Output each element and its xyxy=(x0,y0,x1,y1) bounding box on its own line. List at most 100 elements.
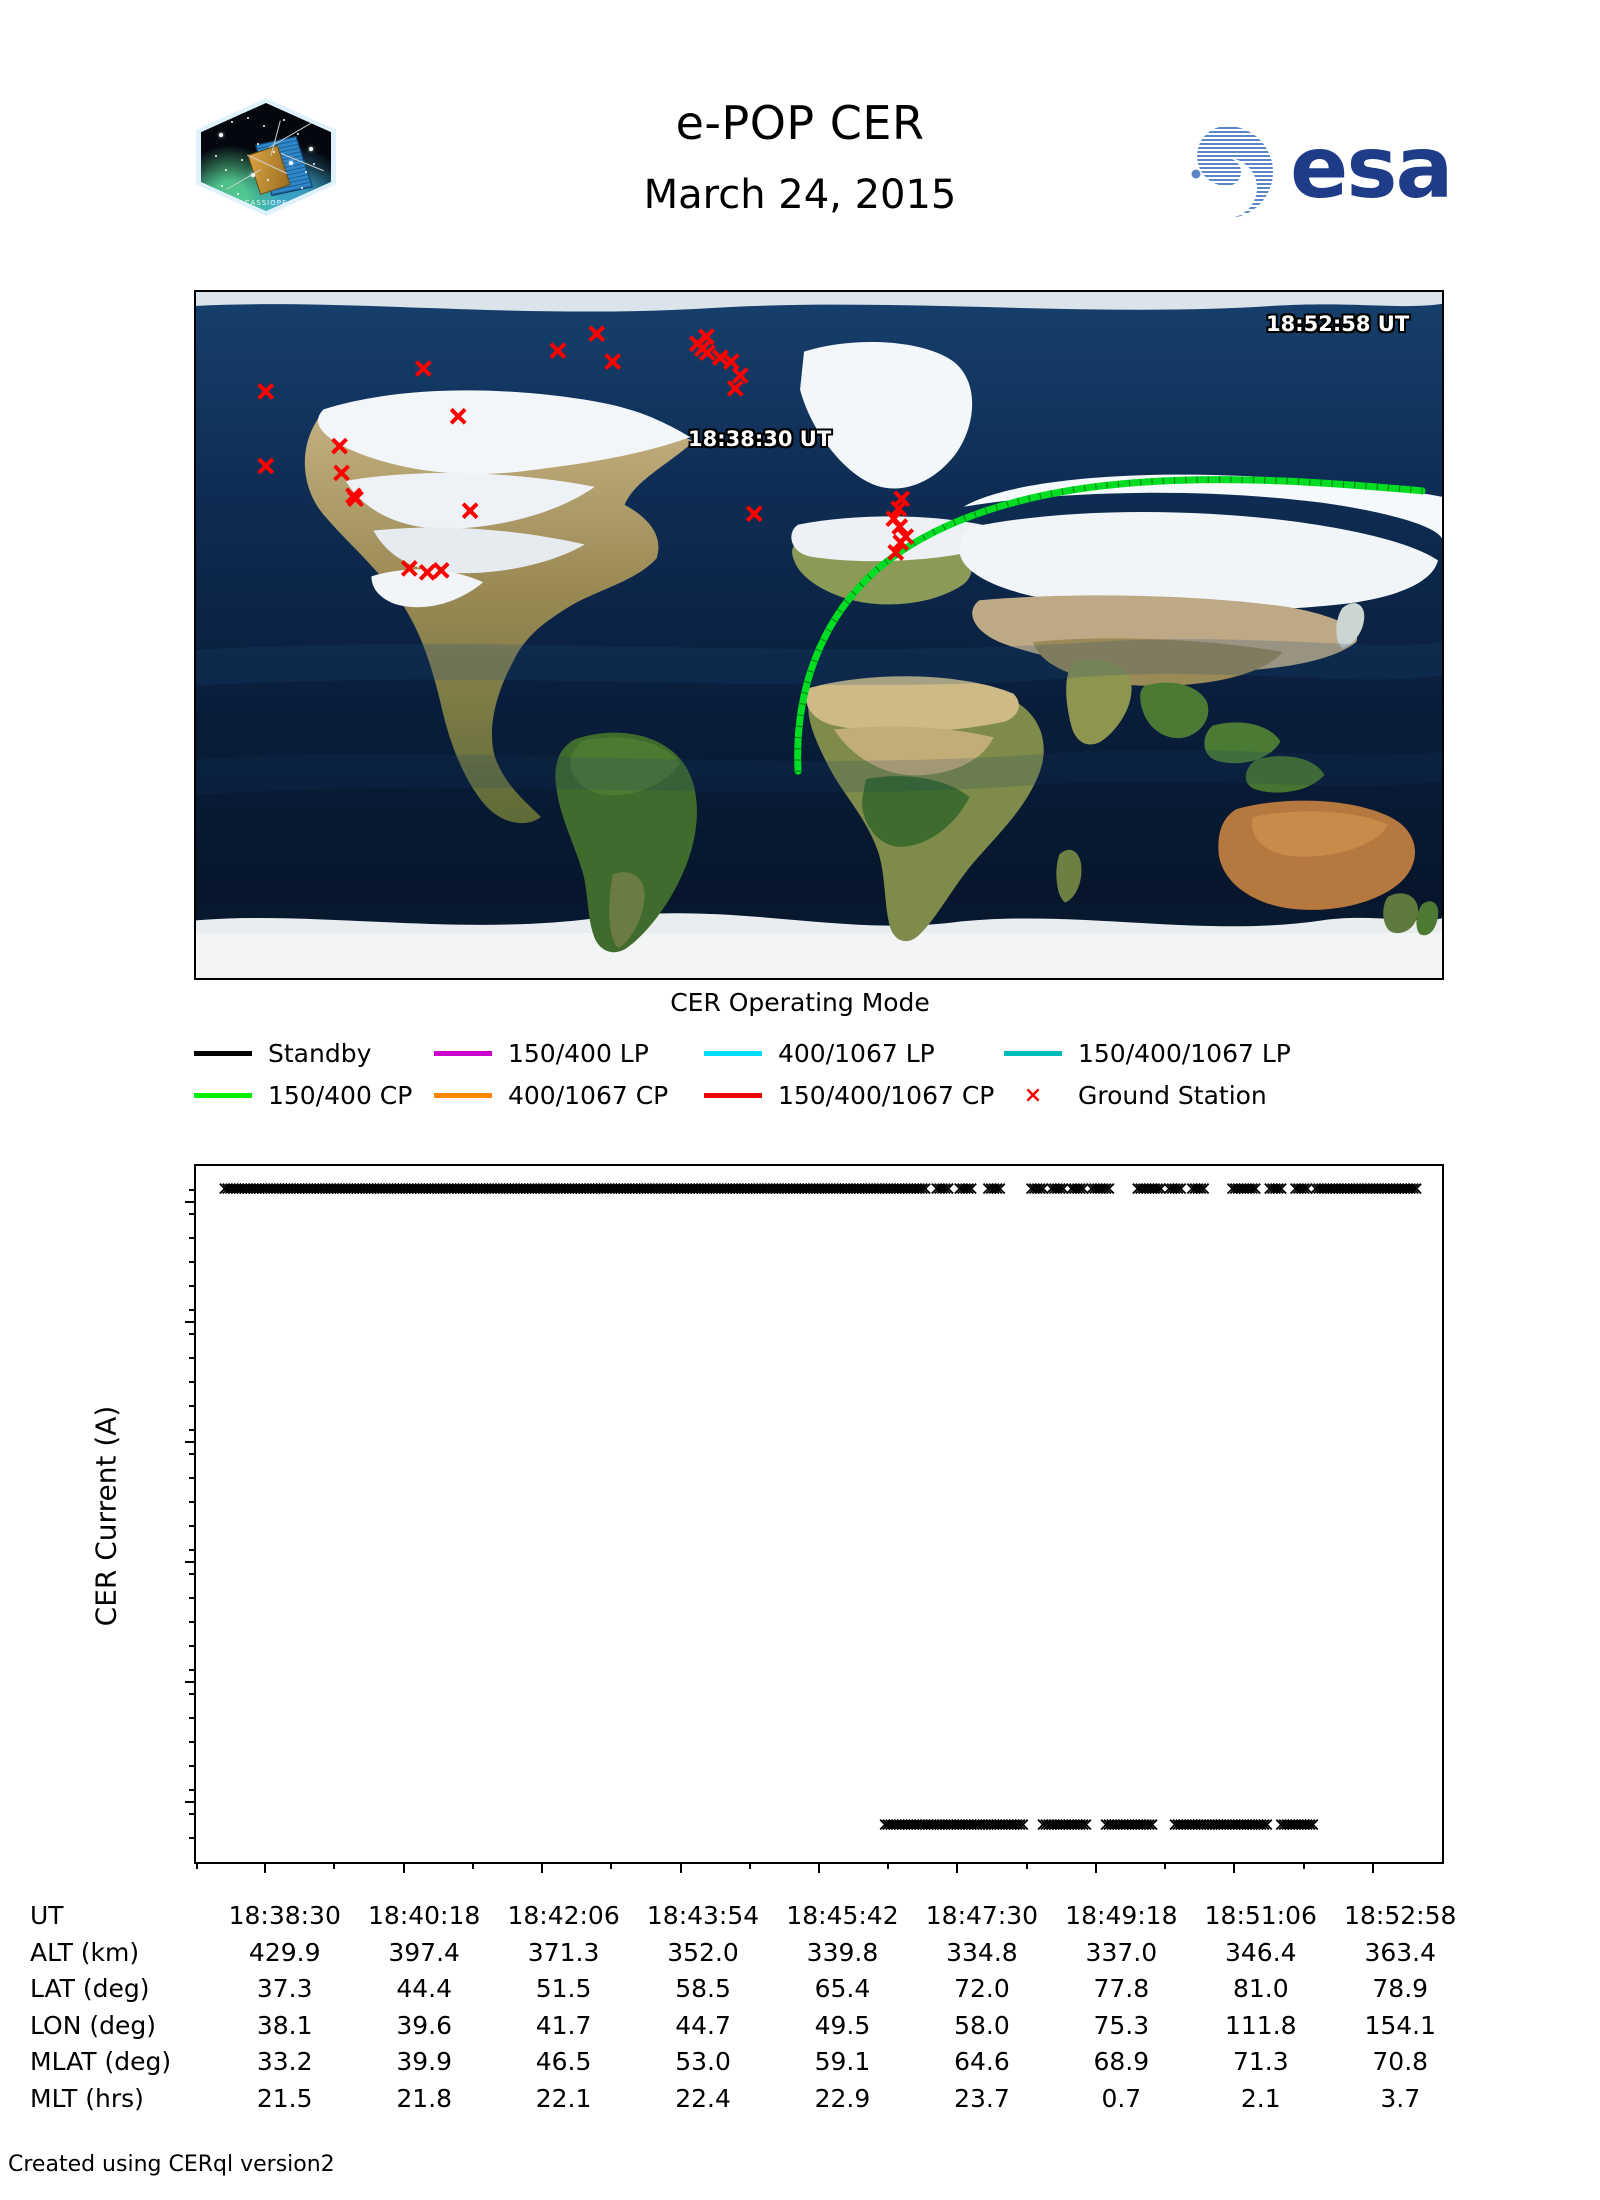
table-cell: 429.9 xyxy=(248,1937,321,1967)
data-point-marker: ✕ xyxy=(1167,1814,1183,1837)
data-point-marker: ✕ xyxy=(1290,1814,1307,1837)
data-point-marker: ✕ xyxy=(463,1178,480,1201)
data-point-marker: ✕ xyxy=(897,1178,914,1201)
data-point-marker: ✕ xyxy=(1181,1814,1198,1837)
y-axis-minor-tick xyxy=(189,1213,196,1215)
world-map-panel[interactable]: 18:38:30 UT 18:52:58 UT xyxy=(194,290,1444,980)
data-point-marker: ✕ xyxy=(288,1178,305,1201)
track-tick xyxy=(820,638,827,643)
data-point-marker: ✕ xyxy=(1014,1814,1031,1837)
data-point-marker: ✕ xyxy=(374,1178,391,1201)
data-point-marker: ✕ xyxy=(581,1178,598,1201)
cer-current-plot[interactable]: CER Current (A) ✕ ✕ ✕ ✕ ✕ ✕ ✕ ✕ ✕ ✕ ✕ ✕ ✕ ✕ ✕ ✕ ✕ ✕ ✕ ✕ ✕ ✕ ✕ ✕… xyxy=(90,1164,1444,1873)
table-cell: 75.3 xyxy=(1093,2010,1150,2040)
data-point-marker: ✕ xyxy=(587,1178,604,1201)
data-point-marker: ✕ xyxy=(1367,1178,1384,1201)
track-tick xyxy=(973,511,978,518)
legend-color-swatch xyxy=(194,1092,252,1098)
legend-item-400-1067-cp[interactable]: 400/1067 CP xyxy=(434,1081,704,1110)
data-point-marker: ✕ xyxy=(1224,1178,1241,1201)
legend-item-150-400-1067-cp[interactable]: 150/400/1067 CP xyxy=(704,1081,1004,1110)
data-point-marker: ✕ xyxy=(1388,1178,1405,1201)
data-point-marker: ✕ xyxy=(371,1178,388,1201)
legend-item-150-400-lp[interactable]: 150/400 LP xyxy=(434,1039,704,1068)
data-point-marker: ✕ xyxy=(954,1814,971,1837)
data-point-marker: ✕ xyxy=(1299,1178,1316,1201)
track-tick xyxy=(883,559,889,565)
ephemeris-table: UT 18:38:30 18:40:18 18:42:06 18:43:54 18:45:… xyxy=(30,1898,1470,2117)
y-axis-minor-tick xyxy=(189,1261,196,1263)
data-point-marker: ✕ xyxy=(1189,1178,1206,1201)
legend-item-150-400-cp[interactable]: 150/400 CP xyxy=(194,1081,434,1110)
legend-row: 150/400 CP 400/1067 CP 150/400/1067 CP × Gro… xyxy=(194,1074,1444,1116)
data-point-marker: ✕ xyxy=(1333,1178,1350,1201)
data-point-marker: ✕ xyxy=(523,1178,540,1201)
track-tick xyxy=(825,628,832,633)
data-point-marker: ✕ xyxy=(311,1178,328,1201)
table-row: LAT (deg) 37.3 44.4 51.5 58.5 65.4 72.0 77.8 81.… xyxy=(30,1971,1470,2008)
data-point-marker: ✕ xyxy=(1215,1814,1232,1837)
x-axis-minor-tick xyxy=(1164,1862,1167,1869)
legend-item-150-400-1067-lp[interactable]: 150/400/1067 LP xyxy=(1004,1039,1384,1068)
y-axis-minor-tick xyxy=(189,1477,196,1479)
y-axis-minor-tick xyxy=(189,1381,196,1383)
data-point-marker: ✕ xyxy=(1396,1178,1413,1201)
data-point-marker: ✕ xyxy=(1072,1178,1089,1201)
table-cell: 37.3 xyxy=(256,1974,313,2003)
ground-station-marker xyxy=(449,407,467,425)
data-point-marker: ✕ xyxy=(825,1178,842,1201)
y-axis-minor-tick xyxy=(189,1669,196,1671)
data-point-marker: ✕ xyxy=(251,1178,268,1201)
data-point-marker: ✕ xyxy=(822,1178,839,1201)
ground-station-marker xyxy=(711,349,729,366)
legend-title: CER Operating Mode xyxy=(670,988,930,1017)
data-point-marker: ✕ xyxy=(937,1814,954,1837)
data-point-marker: ✕ xyxy=(1241,1178,1258,1201)
legend-item-400-1067-lp[interactable]: 400/1067 LP xyxy=(704,1039,1004,1068)
data-point-marker: ✕ xyxy=(1278,1814,1295,1837)
data-point-marker: ✕ xyxy=(432,1178,448,1201)
track-tick xyxy=(995,504,999,511)
data-point-marker: ✕ xyxy=(1026,1178,1043,1201)
y-axis-tick xyxy=(185,1681,196,1683)
data-point-marker: ✕ xyxy=(736,1178,753,1201)
table-row: MLT (hrs) 21.5 21.8 22.1 22.4 22.9 23.7 0.7 2.1 3… xyxy=(30,2081,1470,2118)
data-point-marker: ✕ xyxy=(1066,1178,1083,1201)
data-point-marker: ✕ xyxy=(1055,1178,1071,1201)
data-point-marker: ✕ xyxy=(403,1178,420,1201)
data-point-marker: ✕ xyxy=(423,1178,440,1201)
data-point-marker: ✕ xyxy=(216,1178,233,1201)
legend-item-label: 400/1067 CP xyxy=(508,1080,669,1110)
x-axis-tick xyxy=(1371,1862,1374,1873)
data-point-marker: ✕ xyxy=(713,1178,730,1201)
ground-station-marker xyxy=(331,437,348,455)
table-cell: 58.0 xyxy=(954,2010,1010,2040)
data-point-marker: ✕ xyxy=(1100,1178,1117,1201)
data-point-marker: ✕ xyxy=(1075,1178,1092,1201)
data-point-marker: ✕ xyxy=(279,1178,296,1201)
legend-item-label: 150/400 LP xyxy=(508,1038,649,1068)
data-point-marker: ✕ xyxy=(363,1178,380,1201)
data-point-marker: ✕ xyxy=(1092,1178,1109,1201)
data-point-marker: ✕ xyxy=(1063,1178,1080,1201)
star-icon xyxy=(225,169,227,171)
data-point-marker: ✕ xyxy=(877,1814,893,1837)
data-point-marker: ✕ xyxy=(584,1178,601,1201)
data-point-marker: ✕ xyxy=(345,1178,362,1201)
data-point-marker: ✕ xyxy=(710,1178,727,1201)
table-cell: 18:43:54 xyxy=(646,1901,760,1930)
legend-item-ground-station[interactable]: × Ground Station xyxy=(1004,1081,1384,1110)
data-point-marker: ✕ xyxy=(779,1178,796,1201)
data-point-marker: ✕ xyxy=(989,1178,1005,1201)
data-point-marker: ✕ xyxy=(1043,1178,1060,1201)
plot-data-area: ✕ ✕ ✕ ✕ ✕ ✕ ✕ ✕ ✕ ✕ ✕ ✕ ✕ ✕ ✕ ✕ ✕ ✕ ✕ ✕ ✕ ✕ ✕ ✕ ✕ ✕ ✕ ✕ ✕ ✕ ✕ ✕ ✕ ✕ ✕ ✕ ✕ ✕ ✕ ✕… xyxy=(196,1166,1442,1862)
data-point-marker: ✕ xyxy=(331,1178,348,1201)
data-point-marker: ✕ xyxy=(885,1814,902,1837)
data-point-marker: ✕ xyxy=(882,1178,899,1201)
table-cell: 397.4 xyxy=(388,1937,460,1967)
legend-item-standby[interactable]: Standby xyxy=(194,1039,434,1068)
data-point-marker: ✕ xyxy=(334,1178,351,1201)
data-point-marker: ✕ xyxy=(928,1814,945,1837)
data-point-marker: ✕ xyxy=(1273,1178,1290,1201)
data-point-marker: ✕ xyxy=(917,1814,934,1837)
